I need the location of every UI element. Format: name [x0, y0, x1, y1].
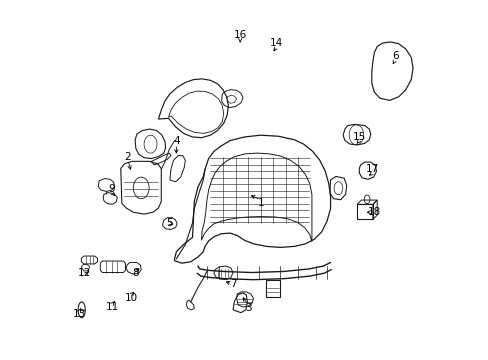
Text: 8: 8: [132, 268, 138, 278]
Text: 18: 18: [367, 207, 380, 217]
Text: 4: 4: [173, 136, 179, 145]
Text: 2: 2: [124, 152, 131, 162]
Text: 17: 17: [366, 164, 379, 174]
Text: 14: 14: [269, 38, 283, 48]
Text: 1: 1: [257, 198, 264, 208]
Text: 15: 15: [352, 132, 365, 142]
Text: 9: 9: [108, 184, 115, 194]
Text: 3: 3: [244, 303, 251, 314]
Text: 5: 5: [165, 218, 172, 228]
Text: 6: 6: [391, 51, 398, 61]
Text: 16: 16: [233, 30, 246, 40]
Text: 11: 11: [106, 302, 119, 312]
Text: 13: 13: [73, 310, 86, 319]
Text: 10: 10: [125, 293, 138, 303]
Text: 12: 12: [78, 268, 91, 278]
Text: 7: 7: [230, 279, 237, 289]
